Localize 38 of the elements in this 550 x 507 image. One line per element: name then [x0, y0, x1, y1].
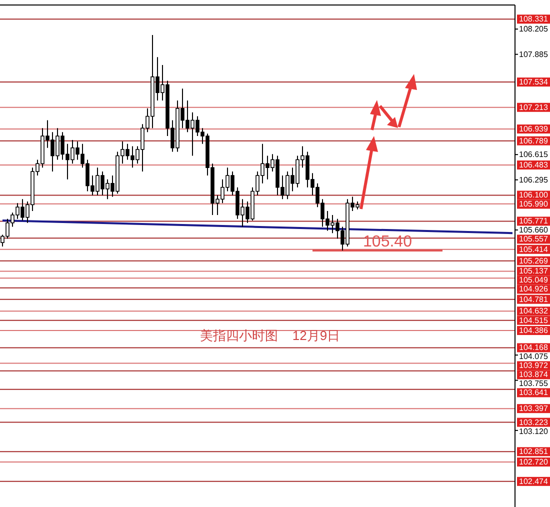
ref-label: 104.926: [517, 284, 550, 294]
ref-label: 105.414: [517, 244, 550, 254]
tick-label: 104.075: [519, 352, 548, 362]
ref-label: 106.939: [517, 124, 550, 134]
ref-label: 106.483: [517, 160, 550, 170]
ref-label: 104.632: [517, 306, 550, 316]
ref-label: 106.789: [517, 136, 550, 146]
tick-label: 106.615: [519, 150, 548, 160]
ref-label: 104.515: [517, 316, 550, 325]
tick-label: 107.885: [519, 50, 548, 59]
tick-label: 108.205: [519, 24, 548, 34]
ref-label: 103.223: [517, 418, 550, 427]
ref-label: 103.972: [517, 361, 550, 370]
ref-label: 103.874: [517, 370, 550, 380]
ref-label: 106.100: [517, 190, 550, 200]
ref-label: 105.990: [517, 200, 550, 209]
ref-label: 107.213: [517, 102, 550, 112]
ref-label: 104.168: [517, 343, 550, 352]
ref-label: 102.720: [517, 458, 550, 466]
ref-label: 108.331: [517, 14, 550, 24]
ref-label: 105.049: [517, 276, 550, 285]
ref-label: 105.269: [517, 256, 550, 266]
ref-label: 102.851: [517, 447, 550, 456]
tick-label: 103.120: [519, 426, 548, 436]
tick-label: 106.295: [519, 175, 548, 184]
ref-label: 104.386: [517, 326, 550, 335]
ref-label: 105.137: [517, 266, 550, 276]
ref-label: 107.534: [517, 78, 550, 87]
ref-label: 105.771: [517, 216, 550, 226]
tick-label: 105.660: [519, 226, 548, 235]
tick-label: 103.755: [519, 379, 548, 388]
ref-label: 104.781: [517, 294, 550, 304]
series-label: 105.40: [363, 233, 412, 250]
ref-label: 102.474: [517, 476, 550, 486]
annotation: 美指四小时图 12月9日: [200, 328, 340, 343]
ref-label: 105.557: [517, 234, 550, 244]
ref-label: 103.397: [517, 404, 550, 414]
ref-label: 103.641: [517, 388, 550, 398]
